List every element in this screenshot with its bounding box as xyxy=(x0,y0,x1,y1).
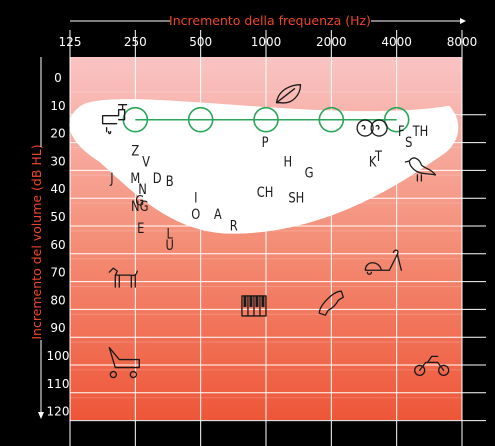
faucet-icon xyxy=(101,104,128,135)
phoneme-K: K xyxy=(369,154,377,170)
y-tick-60: 60 xyxy=(50,238,65,252)
phoneme-T: T xyxy=(374,149,382,165)
phoneme-J: J xyxy=(109,171,113,187)
phoneme-I: I xyxy=(194,191,197,207)
people-whispering-icon xyxy=(356,119,388,137)
phoneme-F: F xyxy=(398,124,405,140)
phoneme-N: N xyxy=(138,182,147,198)
phoneme-L: L xyxy=(167,227,174,243)
y-tick-40: 40 xyxy=(50,182,65,196)
phoneme-P: P xyxy=(262,135,269,151)
phoneme-V: V xyxy=(142,154,150,170)
bird-icon xyxy=(404,157,437,182)
x-axis-arrowhead xyxy=(460,18,466,24)
y-tick-80: 80 xyxy=(50,293,65,307)
y-tick-120: 120 xyxy=(47,405,70,419)
y-tick-50: 50 xyxy=(50,210,65,224)
y-tick-20: 20 xyxy=(50,127,65,141)
phoneme-A: A xyxy=(214,207,222,223)
lawnmower-icon xyxy=(108,346,140,379)
y-tick-100: 100 xyxy=(47,349,70,363)
x-tick-125: 125 xyxy=(59,35,82,49)
phoneme-G: G xyxy=(305,165,314,181)
phoneme-E: E xyxy=(137,221,144,237)
x-tick-8000: 8000 xyxy=(447,35,478,49)
phoneme-G: G xyxy=(135,193,144,209)
y-axis-arrowhead xyxy=(38,412,44,419)
phoneme-D: D xyxy=(153,171,162,187)
audiogram-point-4000 xyxy=(383,106,410,133)
leaf-icon xyxy=(275,84,302,104)
y-tick-0: 0 xyxy=(54,71,62,85)
vacuum-icon xyxy=(364,249,402,275)
phoneme-U: U xyxy=(165,238,173,254)
phone-icon xyxy=(318,290,344,316)
phoneme-R: R xyxy=(230,218,238,234)
audiogram-point-2000 xyxy=(318,106,345,133)
y-tick-30: 30 xyxy=(50,154,65,168)
speech-banana xyxy=(69,99,459,234)
phoneme-S: S xyxy=(405,135,412,151)
y-axis-title: Incremento del volume (dB HL) xyxy=(29,144,44,339)
phoneme-B: B xyxy=(166,174,174,190)
phoneme-M: M xyxy=(130,171,140,187)
x-tick-250: 250 xyxy=(124,35,147,49)
y-tick-10: 10 xyxy=(50,99,65,113)
x-tick-1000: 1000 xyxy=(251,35,282,49)
phoneme-SH: SH xyxy=(288,191,304,207)
motorcycle-icon xyxy=(414,355,450,376)
phoneme-O: O xyxy=(191,207,200,223)
x-tick-2000: 2000 xyxy=(316,35,347,49)
phoneme-TH: TH xyxy=(412,124,429,140)
x-tick-500: 500 xyxy=(189,35,212,49)
x-axis-title: Incremento della frequenza (Hz) xyxy=(169,13,371,28)
audiogram-point-1000 xyxy=(253,106,279,133)
phoneme-CH: CH xyxy=(257,185,274,201)
y-tick-70: 70 xyxy=(50,266,65,280)
y-tick-90: 90 xyxy=(50,321,65,335)
y-tick-110: 110 xyxy=(47,377,70,391)
phoneme-NG: NG xyxy=(131,199,148,215)
audiogram-point-500 xyxy=(187,106,214,133)
dog-icon xyxy=(108,267,138,288)
piano-icon xyxy=(241,295,267,317)
phoneme-H: H xyxy=(283,154,292,170)
phoneme-Z: Z xyxy=(131,143,139,159)
x-tick-4000: 4000 xyxy=(381,35,412,49)
